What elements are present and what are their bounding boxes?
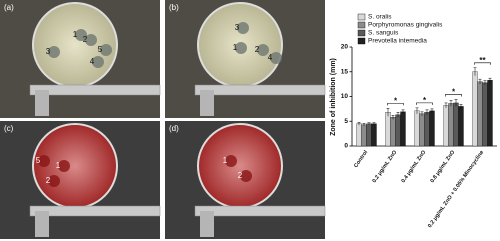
spot-label: 2	[255, 45, 260, 54]
bar	[453, 102, 459, 147]
spot-label: 4	[90, 57, 95, 66]
bar	[448, 103, 454, 147]
bar	[400, 111, 406, 147]
bar	[361, 124, 367, 147]
spot-label: 3	[46, 47, 51, 56]
legend-swatch	[357, 37, 366, 45]
panel-label: (a)	[4, 3, 14, 12]
spot-label: 2	[83, 35, 88, 44]
inhibition-zone	[257, 44, 269, 56]
panel-label: (b)	[169, 3, 179, 12]
significance-bracket	[445, 94, 462, 97]
x-tick-label: 0.2 μg/mL ZnO	[372, 149, 399, 184]
spot-label: 4	[268, 53, 273, 62]
y-tick-label: 0	[344, 143, 348, 150]
inhibition-zone	[48, 175, 60, 187]
spot-label: 2	[238, 171, 243, 180]
inhibition-zone	[48, 46, 60, 58]
caliper-jaw	[35, 211, 49, 237]
bar	[429, 110, 435, 147]
bar	[487, 80, 493, 147]
significance-label: *	[452, 88, 456, 97]
significance-label: *	[394, 96, 398, 105]
significance-bracket	[416, 102, 433, 105]
inhibition-zone	[237, 22, 249, 34]
chart: Zone of inhibition (mm) 0 5 10 15 20 S. orali…	[330, 14, 497, 229]
legend-swatch	[357, 21, 366, 29]
x-tick-label: 0.4 μg/mL ZnO	[401, 149, 428, 184]
legend-swatch	[357, 13, 366, 21]
legend-label: S. sanguis	[368, 30, 399, 37]
x-tick-label: Control	[353, 149, 369, 169]
bar	[395, 114, 401, 147]
inhibition-zone	[270, 52, 282, 64]
significance-label: *	[423, 96, 427, 105]
caliper-jaw	[35, 90, 49, 116]
panel-label: (d)	[169, 124, 179, 133]
caliper	[194, 84, 326, 96]
bar	[356, 123, 362, 147]
bar	[366, 123, 372, 147]
inhibition-zone	[92, 56, 104, 68]
panel-label: (c)	[4, 124, 14, 133]
bar	[443, 105, 449, 147]
caliper	[29, 205, 161, 217]
bar	[414, 110, 420, 147]
spot-label: 1	[233, 43, 238, 52]
bar	[385, 112, 391, 147]
inhibition-zone	[75, 29, 87, 41]
spot-label: 1	[56, 161, 61, 170]
significance-label: **	[479, 56, 486, 65]
significance-bracket	[474, 62, 491, 65]
x-tick-label: 0.2 μg/mL ZnO + 0.05% Minocycline	[427, 150, 485, 230]
bar	[482, 82, 488, 147]
bar	[419, 113, 425, 147]
inhibition-zone	[38, 155, 50, 167]
y-tick-label: 20	[341, 44, 349, 51]
y-tick-label: 10	[341, 93, 349, 100]
y-tick-label: 5	[344, 118, 348, 125]
caliper	[29, 84, 161, 96]
caliper-jaw	[200, 211, 214, 237]
inhibition-zone	[225, 155, 237, 167]
spot-label: 1	[73, 30, 78, 39]
bar	[424, 112, 430, 147]
caliper-jaw	[200, 90, 214, 116]
inhibition-zone	[58, 160, 70, 172]
legend-label: Porphyromonas gingivalis	[368, 22, 443, 29]
spot-label: 2	[46, 176, 51, 185]
bar	[477, 81, 483, 147]
spot-label: 5	[98, 45, 103, 54]
y-tick-label: 15	[341, 68, 349, 75]
bar	[458, 106, 464, 147]
legend-label: S. oralis	[368, 14, 392, 21]
bar	[390, 117, 396, 147]
legend-label: Prevotella intemedia	[368, 38, 427, 45]
legend-swatch	[357, 29, 366, 37]
inhibition-zone	[235, 42, 247, 54]
significance-bracket	[387, 103, 404, 106]
bar	[472, 71, 478, 147]
spot-label: 5	[36, 156, 41, 165]
spot-label: 1	[223, 156, 228, 165]
x-tick-label: 0.8 μg/mL ZnO	[430, 149, 457, 184]
spot-label: 3	[235, 23, 240, 32]
inhibition-zone	[100, 44, 112, 56]
inhibition-zone	[240, 170, 252, 182]
caliper	[194, 205, 326, 217]
petri-dish	[197, 123, 283, 209]
inhibition-zone	[85, 34, 97, 46]
y-axis-label: Zone of inhibition (mm)	[330, 58, 337, 136]
bar	[371, 123, 377, 147]
